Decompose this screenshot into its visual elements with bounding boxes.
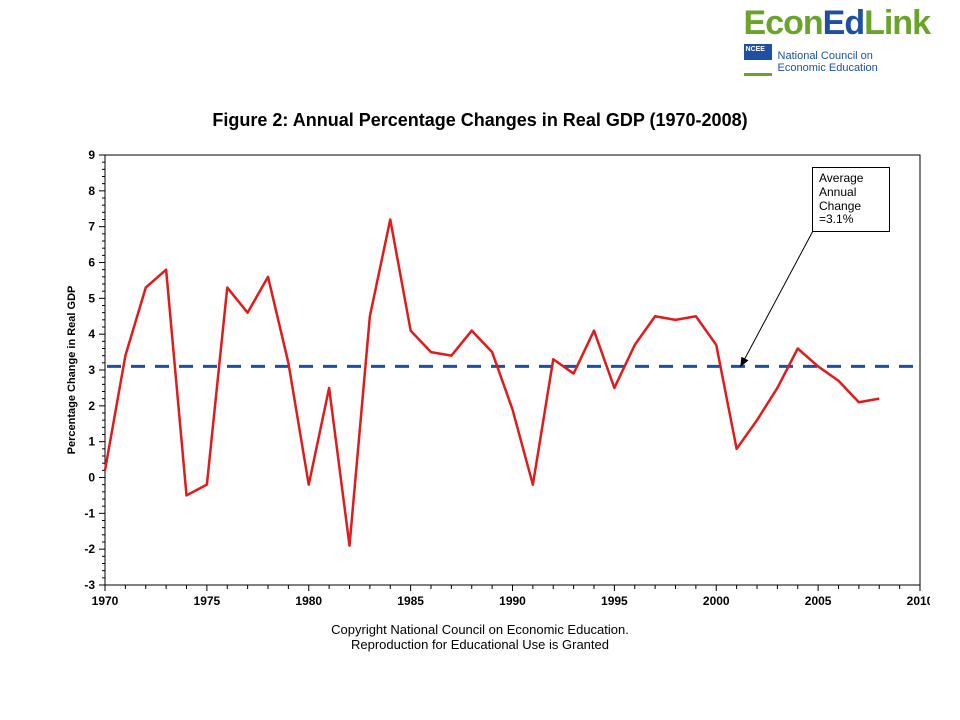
svg-text:8: 8 xyxy=(88,184,95,198)
logo-link: Link xyxy=(864,4,930,42)
annotation-line4: =3.1% xyxy=(819,213,883,227)
svg-text:2005: 2005 xyxy=(805,594,832,608)
svg-text:-3: -3 xyxy=(84,578,95,592)
svg-text:1975: 1975 xyxy=(194,594,221,608)
svg-text:-1: -1 xyxy=(84,506,95,520)
svg-text:9: 9 xyxy=(88,148,95,162)
logo-sub-text: National Council on Economic Education xyxy=(778,50,878,74)
svg-text:-2: -2 xyxy=(84,542,95,556)
logo-badge-wrap xyxy=(744,44,772,80)
page-root: { "logo": { "econ": "Econ", "ed": "Ed", … xyxy=(0,0,960,720)
chart-svg: -3 -2 -1 0 1 2 3 4 5 6 7 8 9 1970 1975 1980 1985 1990 1995… xyxy=(65,145,930,625)
logo-subline: National Council on Economic Education xyxy=(744,44,930,80)
svg-text:1970: 1970 xyxy=(92,594,119,608)
ncee-badge xyxy=(744,44,772,60)
svg-text:2010: 2010 xyxy=(907,594,930,608)
econedlink-logo: EconEdLink National Council on Economic … xyxy=(744,6,930,80)
logo-wordmark: EconEdLink xyxy=(744,6,930,40)
svg-text:4: 4 xyxy=(88,327,95,341)
annotation-line1: Average xyxy=(819,172,883,186)
caption-line1: Copyright National Council on Economic E… xyxy=(0,622,960,637)
chart-title: Figure 2: Annual Percentage Changes in R… xyxy=(0,110,960,131)
svg-text:5: 5 xyxy=(88,291,95,305)
annotation-line2: Annual xyxy=(819,186,883,200)
svg-text:6: 6 xyxy=(88,256,95,270)
chart-area: -3-2-10123456789197019751980198519901995… xyxy=(65,145,880,575)
caption-line2: Reproduction for Educational Use is Gran… xyxy=(0,637,960,652)
svg-text:2000: 2000 xyxy=(703,594,730,608)
svg-text:1995: 1995 xyxy=(601,594,628,608)
svg-text:1990: 1990 xyxy=(499,594,526,608)
logo-sub-line2: Economic Education xyxy=(778,62,878,74)
svg-text:2: 2 xyxy=(88,399,95,413)
svg-text:7: 7 xyxy=(88,220,95,234)
logo-sub-line1: National Council on xyxy=(778,50,873,62)
svg-text:Percentage Change in Real GDP: Percentage Change in Real GDP xyxy=(66,286,78,455)
svg-text:1985: 1985 xyxy=(397,594,424,608)
annotation-line3: Change xyxy=(819,200,883,214)
svg-text:0: 0 xyxy=(88,471,95,485)
chart-caption: Copyright National Council on Economic E… xyxy=(0,622,960,652)
svg-text:1980: 1980 xyxy=(295,594,322,608)
logo-econ: Econ xyxy=(744,4,823,42)
annotation-box: Average Annual Change =3.1% xyxy=(812,167,890,232)
svg-text:3: 3 xyxy=(88,363,95,377)
ncee-badge-bar xyxy=(744,73,772,76)
svg-text:1: 1 xyxy=(88,435,95,449)
logo-ed: Ed xyxy=(823,4,864,42)
